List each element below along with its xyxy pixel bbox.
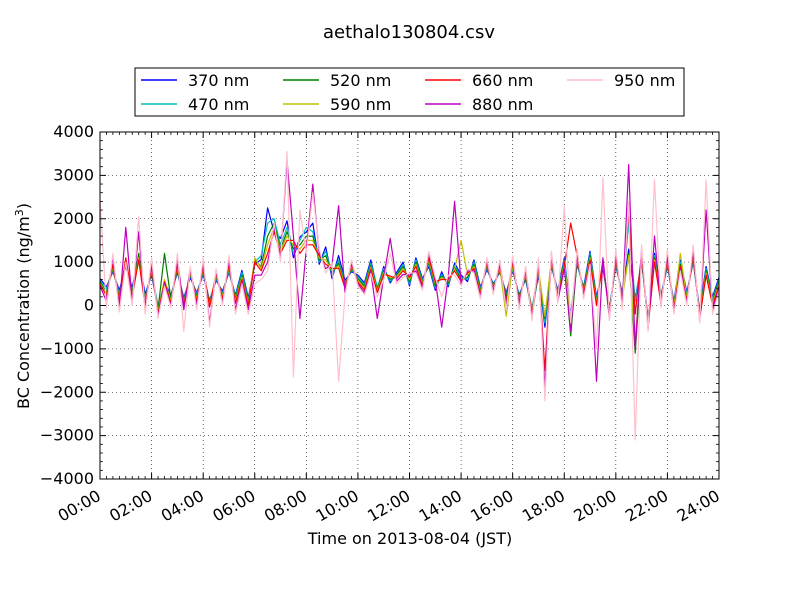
y-tick-labels: 4000 3000 2000 1000 0 −1000 −2000 −3000 −4000: [40, 122, 94, 488]
legend-label: 370 nm: [188, 71, 249, 90]
y-tick-label: 3000: [53, 165, 94, 184]
axis-ticks: [99, 131, 720, 480]
y-tick-label: 1000: [53, 252, 94, 271]
legend: 370 nm 470 nm 520 nm 590 nm 660 nm 880 nm 950 …: [134, 67, 685, 117]
legend-label: 950 nm: [614, 71, 675, 90]
y-tick-label: −1000: [40, 339, 94, 358]
chart-title: aethalo130804.csv: [323, 22, 495, 43]
legend-label: 520 nm: [330, 71, 391, 90]
x-axis-label: Time on 2013-08-04 (JST): [307, 529, 512, 548]
legend-entry: 660 nm: [425, 71, 533, 90]
legend-label: 660 nm: [472, 71, 533, 90]
y-axis-label: BC Concentration (ng/m3): [13, 203, 33, 409]
y-tick-label: 4000: [53, 122, 94, 141]
legend-entry: 590 nm: [283, 95, 391, 114]
legend-frame: [134, 67, 685, 117]
y-tick-label: −4000: [40, 469, 94, 488]
series-line: [100, 150, 719, 441]
y-axis-label-superscript: 3: [13, 209, 26, 216]
legend-entry: 370 nm: [141, 71, 249, 90]
y-tick-label: −3000: [40, 426, 94, 445]
legend-entry: 950 nm: [567, 71, 675, 90]
y-tick-label: 2000: [53, 209, 94, 228]
y-axis-label-main: BC Concentration (ng/m: [14, 216, 33, 409]
y-tick-label: 0: [84, 296, 94, 315]
series-lines: [100, 150, 719, 441]
legend-entry: 520 nm: [283, 71, 391, 90]
y-axis-label-close: ): [14, 203, 33, 209]
legend-entries: 370 nm 470 nm 520 nm 590 nm 660 nm 880 nm 950 …: [141, 71, 675, 114]
legend-entry: 880 nm: [425, 95, 533, 114]
y-tick-label: −2000: [40, 382, 94, 401]
legend-label: 470 nm: [188, 95, 249, 114]
legend-entry: 470 nm: [141, 95, 249, 114]
legend-label: 590 nm: [330, 95, 391, 114]
legend-label: 880 nm: [472, 95, 533, 114]
